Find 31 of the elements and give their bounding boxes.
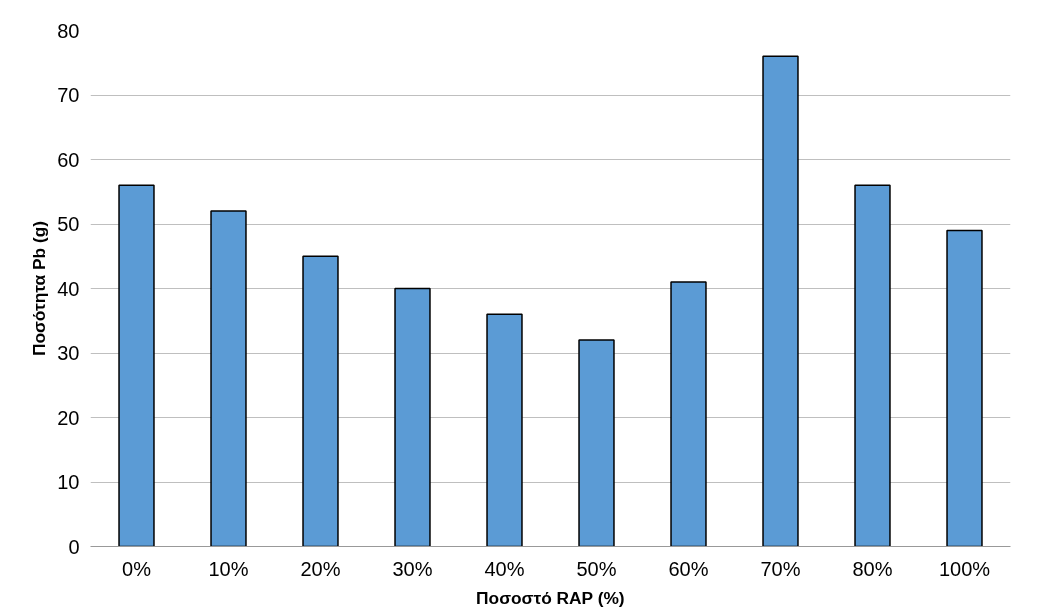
y-tick-label: 20 [57, 406, 80, 429]
bar [118, 184, 155, 547]
bar [486, 313, 523, 547]
x-tick-label: 20% [300, 557, 341, 580]
x-tick-label: 100% [938, 557, 991, 580]
y-tick-label: 40 [57, 277, 80, 300]
bar [854, 184, 891, 547]
x-tick-label: 30% [392, 557, 433, 580]
y-tick-label: 80 [57, 19, 80, 42]
bar [210, 210, 247, 547]
bar [946, 229, 983, 547]
bar [578, 339, 615, 547]
x-tick-label: 40% [484, 557, 525, 580]
x-tick-label: 80% [852, 557, 893, 580]
y-tick-label: 60 [57, 148, 80, 171]
y-tick-label: 70 [57, 84, 80, 106]
y-axis-title: Ποσότητα Pb (g) [29, 220, 50, 357]
x-tick-label: 10% [208, 557, 249, 580]
x-tick-label: 60% [668, 557, 709, 580]
y-tick-label: 50 [57, 213, 80, 235]
x-tick-label: 0% [122, 557, 152, 580]
bar [670, 281, 707, 547]
bar [394, 287, 431, 547]
bar [762, 55, 799, 547]
y-tick-label: 30 [57, 342, 80, 364]
y-tick-label: 0 [68, 535, 80, 558]
x-tick-label: 50% [576, 557, 617, 580]
y-tick-label: 10 [57, 471, 80, 493]
bar [302, 255, 339, 547]
x-axis-title: Ποσοστό RAP (%) [476, 587, 625, 608]
x-tick-label: 70% [760, 557, 801, 580]
